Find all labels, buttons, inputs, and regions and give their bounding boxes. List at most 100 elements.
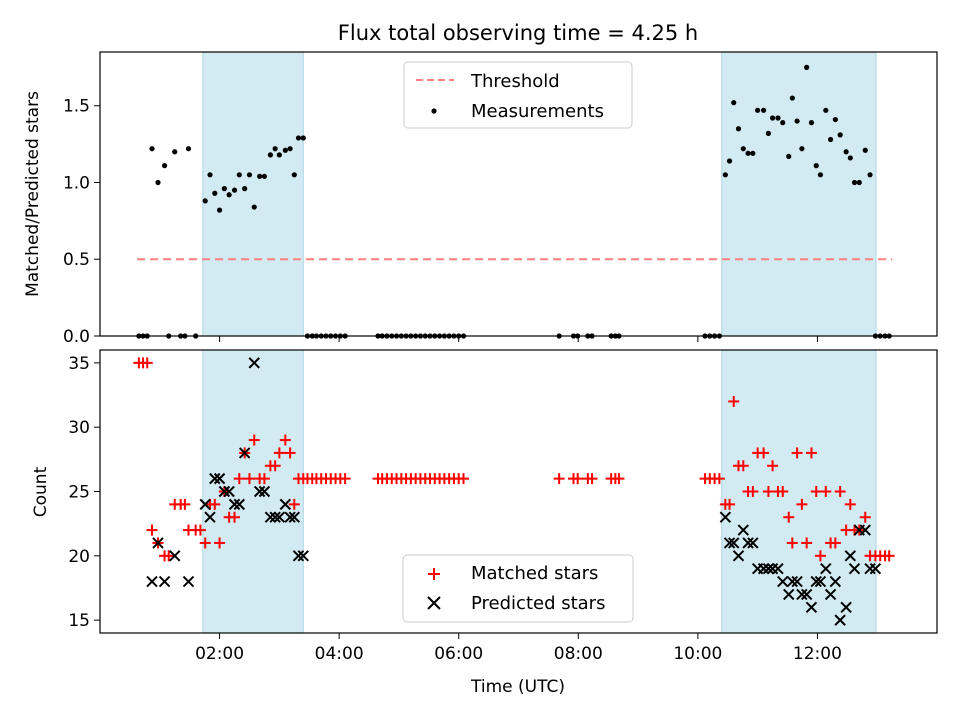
measurement-point <box>172 149 178 155</box>
matched-star-point <box>179 498 191 510</box>
measurement-point <box>722 172 728 178</box>
predicted-star-point <box>288 511 301 523</box>
bottom-legend-box <box>402 554 634 623</box>
predicted-star-point <box>791 575 803 588</box>
top-panel: 0.0 0.5 1.0 1.5 Matched/Predicted stars Thr… <box>23 51 938 347</box>
predicted-star-point <box>719 511 732 523</box>
top-axes-frame <box>99 51 938 337</box>
x-tick-label: 08:00 <box>554 644 603 664</box>
predicted-star-point <box>223 485 235 498</box>
measurement-point <box>267 152 273 158</box>
matched-star-point <box>724 498 736 510</box>
predicted-star-point <box>292 550 305 562</box>
matched-star-point <box>339 473 351 485</box>
predicted-star-point <box>248 357 260 369</box>
measurement-point <box>847 155 853 161</box>
predicted-star-point <box>859 524 871 536</box>
matched-star-point <box>786 537 798 549</box>
measurement-point <box>726 158 733 164</box>
matched-star-point <box>791 447 803 459</box>
matched-star-point <box>805 447 817 459</box>
measurement-point <box>185 146 192 152</box>
predicted-star-point <box>238 447 251 459</box>
predicted-star-point <box>747 537 759 549</box>
matched-star-point <box>844 498 856 510</box>
bottom-x-ticks: 02:00 04:00 06:00 08:00 10:00 12:00 <box>195 633 842 664</box>
predicted-star-point <box>732 550 745 562</box>
matched-star-point <box>783 511 795 523</box>
x-tick-label: 12:00 <box>793 644 842 664</box>
measurement-point <box>282 147 288 153</box>
measurement-point <box>202 198 208 204</box>
legend-measurements-swatch <box>431 108 437 114</box>
matched-star-point <box>814 550 826 562</box>
predicted-star-point <box>204 511 216 523</box>
measurement-point <box>242 186 248 192</box>
measurement-point <box>862 147 868 153</box>
measurement-point <box>832 116 838 123</box>
matched-star-point <box>229 511 241 523</box>
predicted-star-point <box>273 511 286 523</box>
measurement-point <box>837 132 843 138</box>
predicted-star-point <box>152 537 164 549</box>
predicted-star-point <box>279 498 292 511</box>
y-tick-label: 30 <box>68 418 90 438</box>
matched-star-point <box>586 473 598 485</box>
matched-star-point <box>820 486 832 497</box>
legend-matched-swatch <box>428 568 440 580</box>
predicted-star-point <box>233 498 246 511</box>
predicted-star-point <box>796 588 808 601</box>
measurement-point <box>261 173 268 179</box>
measurement-point <box>856 179 862 186</box>
predicted-star-point <box>840 601 852 613</box>
matched-star-point <box>572 473 584 485</box>
top-legend-box <box>403 61 633 129</box>
matched-star-point <box>146 524 158 536</box>
y-tick-label: 20 <box>68 547 90 567</box>
measurement-point <box>735 126 742 132</box>
measurement-point <box>804 64 810 70</box>
matched-star-point <box>258 473 270 485</box>
matched-star-point <box>801 537 813 549</box>
measurement-point <box>780 120 786 126</box>
matched-star-point <box>767 460 779 472</box>
measurement-point <box>775 115 781 121</box>
matched-star-point <box>288 498 300 510</box>
predicted-star-point <box>820 562 832 575</box>
predicted-star-point <box>810 575 822 588</box>
predicted-stars-points <box>146 357 882 626</box>
matched-star-point <box>141 357 153 369</box>
y-tick-label: 35 <box>68 354 90 374</box>
y-tick-label: 25 <box>68 483 90 503</box>
measurement-point <box>867 172 873 178</box>
matched-star-point <box>248 434 260 446</box>
matched-star-point <box>214 537 226 549</box>
measurement-point <box>817 172 824 178</box>
measurement-point <box>212 190 218 196</box>
matched-star-point <box>199 537 211 549</box>
bottom-legend: Matched stars Predicted stars <box>402 554 634 623</box>
matched-star-point <box>279 434 291 446</box>
predicted-star-point <box>762 562 775 575</box>
legend-predicted-swatch <box>427 596 441 610</box>
measurement-point <box>769 115 776 121</box>
figure-title: Flux total observing time = 4.25 h <box>338 21 698 45</box>
measurement-point <box>276 152 282 158</box>
measurement-point <box>236 172 242 178</box>
measurement-point <box>155 179 161 186</box>
bottom-y-axis-label: Count <box>31 466 51 517</box>
measurement-point <box>786 153 792 159</box>
predicted-star-point <box>848 562 861 575</box>
measurement-point <box>231 187 238 193</box>
matched-star-point <box>713 473 725 485</box>
predicted-star-point <box>209 472 221 485</box>
measurement-point <box>761 107 767 113</box>
predicted-star-point <box>844 550 857 562</box>
predicted-star-point <box>742 537 754 549</box>
matched-star-point <box>273 447 285 459</box>
measurement-point <box>257 173 263 179</box>
matched-star-point <box>737 460 749 472</box>
matched-star-point <box>777 486 789 497</box>
predicted-star-point <box>284 511 296 523</box>
